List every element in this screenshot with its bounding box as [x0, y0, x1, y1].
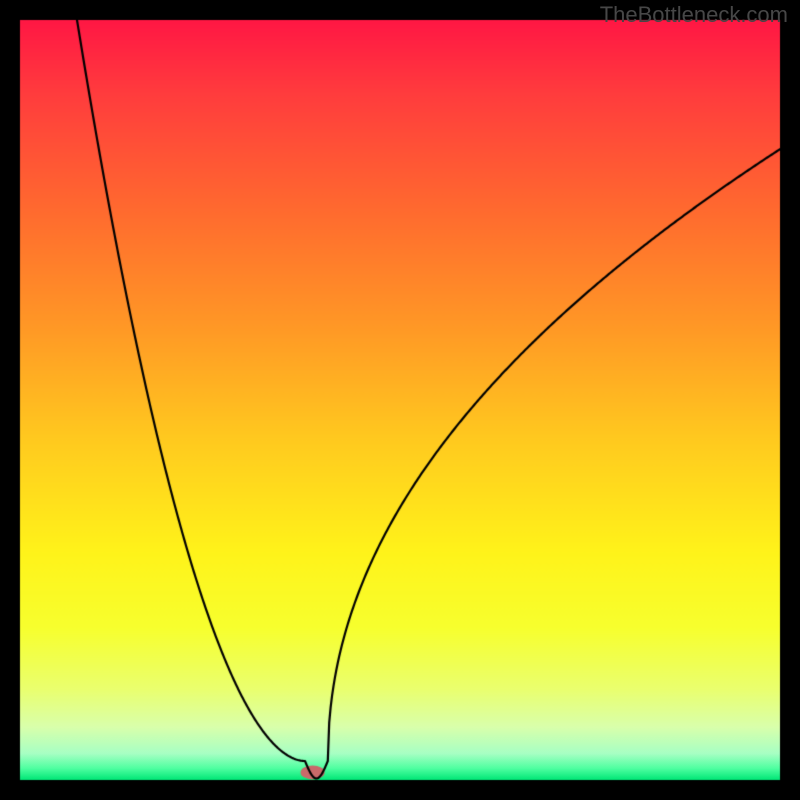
bottleneck-chart — [0, 0, 800, 800]
